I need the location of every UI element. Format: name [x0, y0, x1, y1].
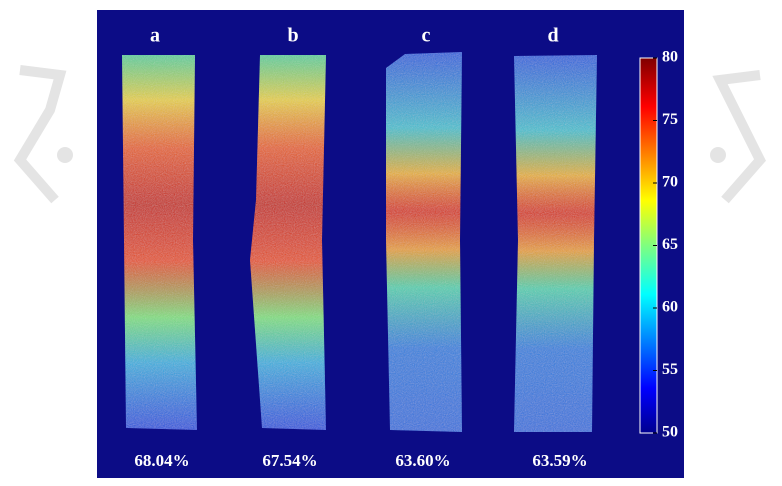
specimen: [386, 52, 462, 432]
panel-caption: 63.59%: [532, 451, 587, 470]
specimen: [122, 55, 197, 430]
colorbar-tick-label: 50: [662, 424, 678, 441]
colorbar-tick-label: 60: [662, 299, 678, 316]
colorbar-tick-label: 70: [662, 174, 678, 191]
panel-label: c: [422, 25, 431, 47]
colorbar-tick-label: 80: [662, 49, 678, 66]
colorbar-tick-label: 75: [662, 111, 678, 128]
specimens: [122, 52, 597, 432]
specimen: [514, 55, 597, 432]
panel-label: a: [150, 25, 160, 47]
specimen: [250, 55, 326, 430]
colorbar-tick-label: 65: [662, 236, 678, 253]
panel-caption: 63.60%: [395, 451, 450, 470]
panel-label: d: [547, 25, 558, 47]
colorbar-tick-label: 55: [662, 361, 678, 378]
panel-caption: 68.04%: [134, 451, 189, 470]
watermark: [13, 65, 766, 204]
panel-caption: 67.54%: [262, 451, 317, 470]
panel-label: b: [287, 25, 298, 47]
